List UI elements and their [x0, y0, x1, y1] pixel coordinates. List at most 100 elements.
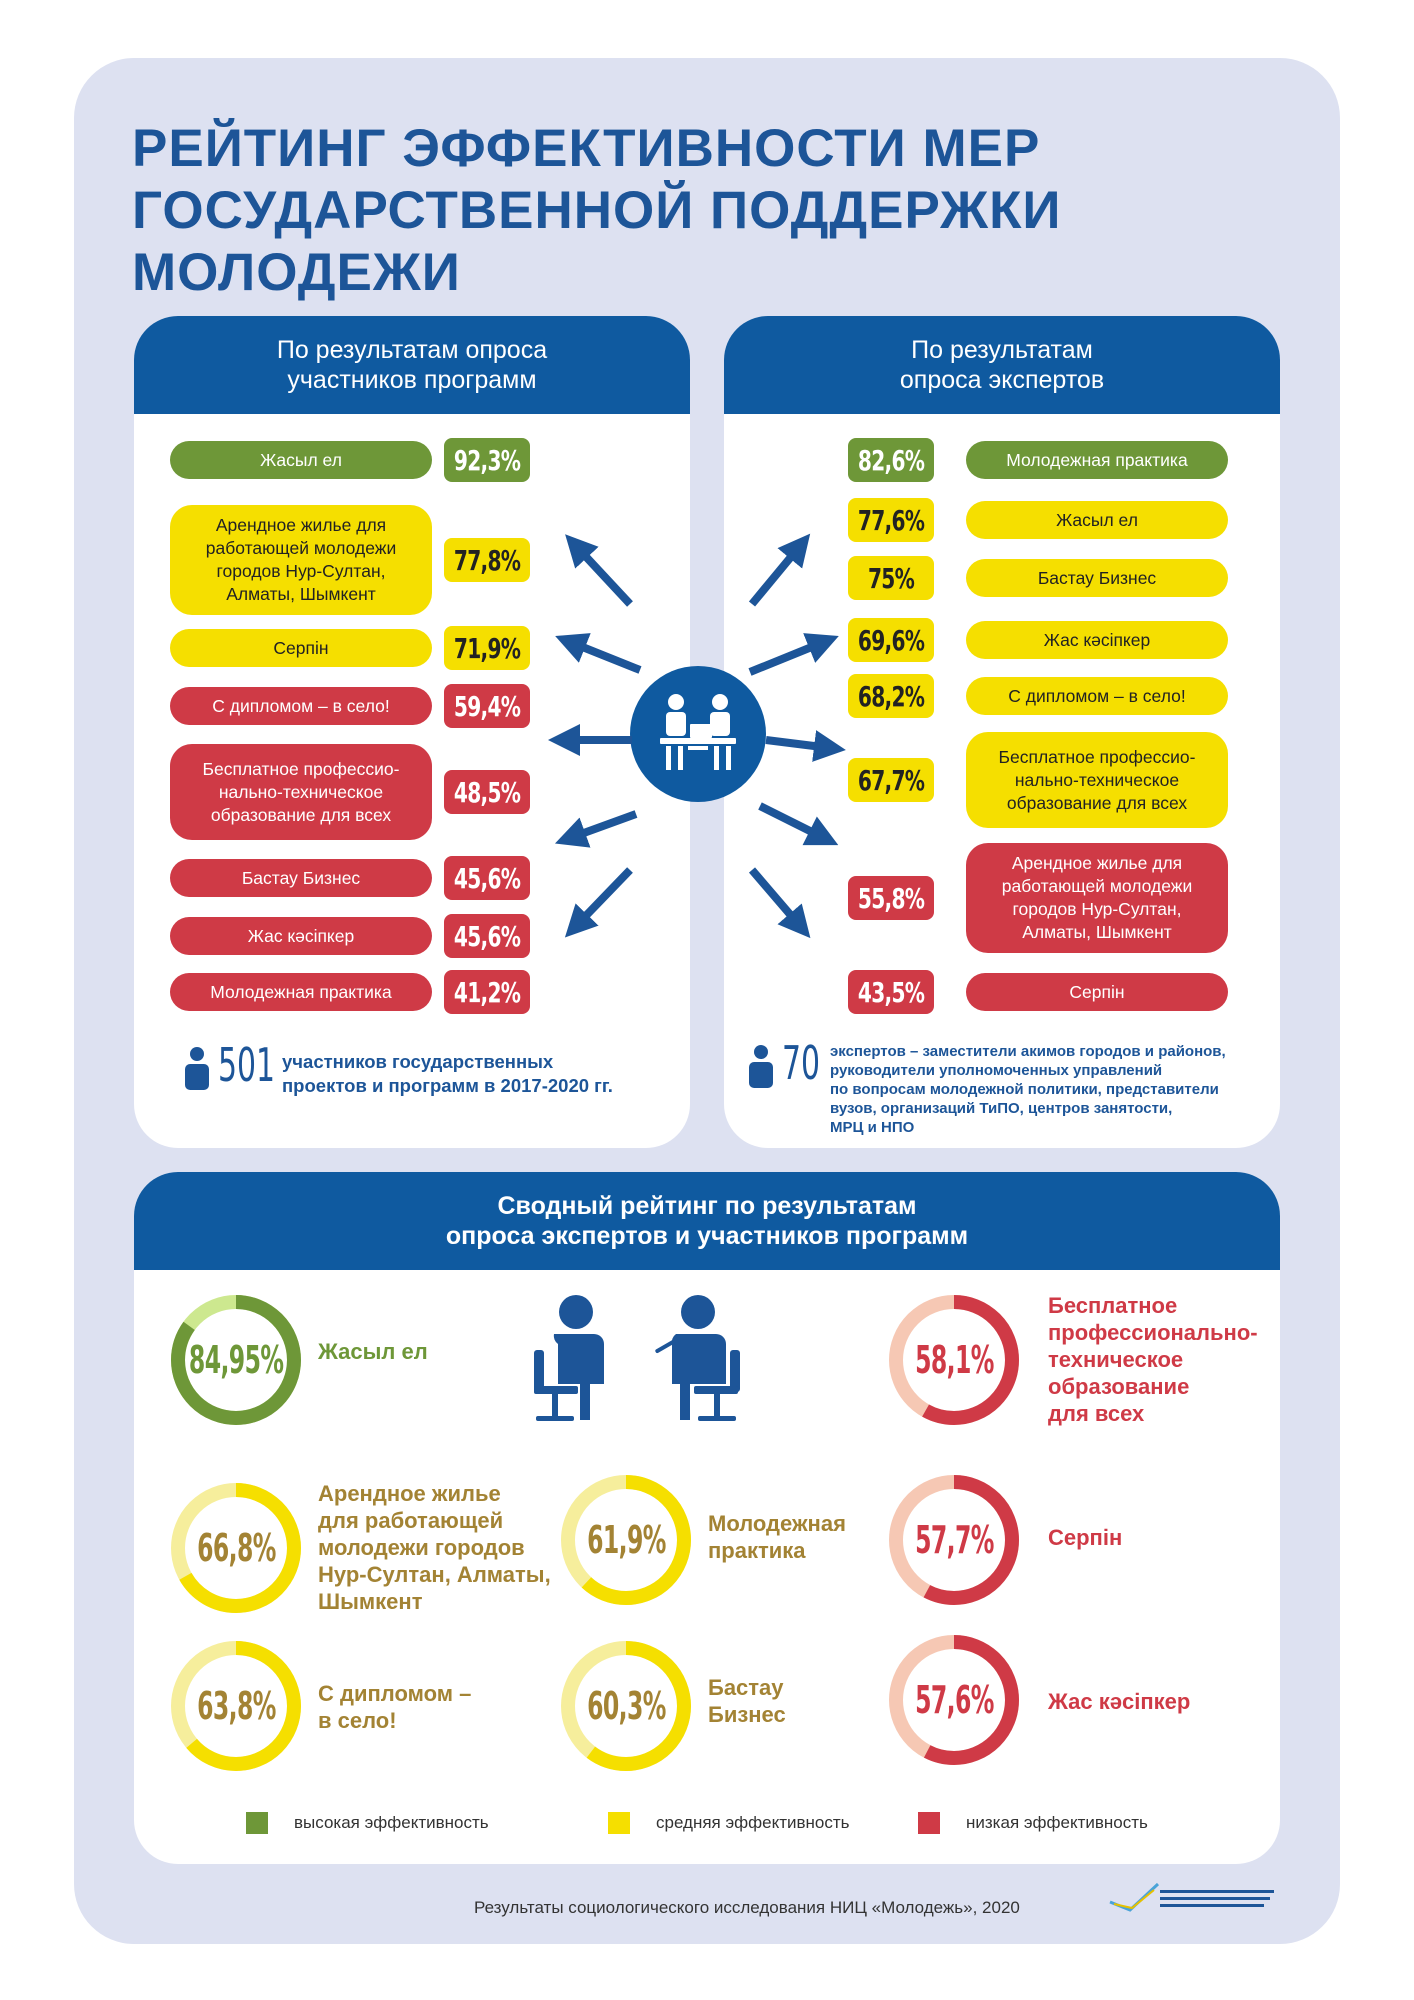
arrow-right-2: [748, 633, 839, 676]
legend-low: низкая эффективность: [918, 1812, 1148, 1834]
meeting-icon: [660, 694, 736, 770]
donut-value-text: 84,95%: [188, 1338, 284, 1382]
donut-label-line: техническое: [1048, 1347, 1184, 1372]
title-line-3: МОЛОДЕЖИ: [132, 243, 461, 302]
participants-header-line-1: По результатам опроса: [276, 336, 548, 364]
experts-note: экспертов – заместители акимов городов и…: [830, 1042, 1226, 1137]
pill-label-line: Арендное жилье для: [215, 515, 387, 535]
pill-label-line: образование для всех: [1006, 792, 1188, 813]
pill-label-line: городов Нур-Султан,: [1012, 899, 1182, 919]
source-footer: Результаты социологического исследования…: [474, 1898, 1020, 1917]
donut-value-label: 60,3%: [558, 1638, 694, 1774]
donut-program-label: Жасыл ел: [318, 1338, 428, 1365]
donut-value-label: 84,95%: [168, 1292, 304, 1428]
arrow-right-5: [748, 867, 811, 939]
donut-program-label: Бесплатное профессионально-техническое обр…: [1048, 1292, 1258, 1427]
arrow-left-5: [564, 867, 633, 938]
expert-program-label: Арендное жилье для работающей молодежи гор…: [966, 843, 1228, 953]
donut-label-line: Бастау: [708, 1675, 784, 1700]
expert-program-label: Молодежная практика: [966, 441, 1228, 479]
value-label: 68,2%: [857, 679, 925, 713]
rating-donut: [889, 1295, 1019, 1425]
pill-label-line: работающей молодежи: [205, 538, 397, 558]
title-line-2: ГОСУДАРСТВЕННОЙ ПОДДЕРЖКИ: [132, 181, 1062, 240]
expert-program-label: С дипломом – в село!: [966, 677, 1228, 715]
donut-label-line: Нур-Султан, Алматы,: [318, 1562, 551, 1587]
value-label: 43,5%: [857, 975, 925, 1009]
donut-value-arc: [561, 1475, 691, 1605]
donut-label-line: профессионально-: [1048, 1320, 1258, 1345]
donut-value-label: 58,1%: [886, 1292, 1022, 1428]
research-center-logo: [1109, 1882, 1274, 1912]
pill-label-line: Молодежная практика: [210, 981, 392, 1002]
expert-rating-value: 75%: [848, 556, 934, 600]
summary-panel-header: Сводный рейтинг по результатам опроса эк…: [134, 1172, 1280, 1270]
value-label: 59,4%: [453, 689, 521, 723]
legend-swatch-yellow: [608, 1812, 630, 1834]
donut-label-line: Бесплатное: [1048, 1293, 1178, 1318]
donut-label-line: Жасыл ел: [318, 1339, 428, 1364]
donut-program-label: Жас кәсіпкер: [1048, 1688, 1190, 1715]
participants-panel-header: По результатам опроса участников програм…: [134, 316, 690, 414]
rating-donut: [171, 1295, 301, 1425]
donut-value-text: 58,1%: [914, 1338, 994, 1382]
arrow-left-4: [554, 810, 638, 848]
meeting-icon-circle: [630, 666, 766, 802]
pill-label-line: Бесплатное профессио-: [998, 746, 1196, 767]
rating-donut: [561, 1641, 691, 1771]
donut-label-line: Жас кәсіпкер: [1048, 1689, 1191, 1714]
donut-value-text: 60,3%: [586, 1684, 666, 1728]
legend-medium: средняя эффективность: [608, 1812, 850, 1834]
rating-donut: [171, 1483, 301, 1613]
donut-label-line: молодежи городов: [318, 1535, 525, 1560]
participant-rating-value: 59,4%: [444, 684, 530, 728]
experts-header-line-1: По результатам: [911, 336, 1093, 364]
rating-donut: [561, 1475, 691, 1605]
page-title: РЕЙТИНГ ЭФФЕКТИВНОСТИ МЕР ГОСУДАРСТВЕННО…: [132, 118, 1232, 304]
value-label: 67,7%: [857, 763, 925, 797]
donut-label-line: Молодежная: [708, 1511, 846, 1536]
value-label: 45,6%: [453, 861, 521, 895]
expert-rating-value: 77,6%: [848, 498, 934, 542]
participant-rating-value: 77,8%: [444, 538, 530, 582]
rating-donut: [171, 1641, 301, 1771]
expert-rating-value: 55,8%: [848, 876, 934, 920]
expert-program-label: Жасыл ел: [966, 501, 1228, 539]
expert-rating-value: 82,6%: [848, 438, 934, 482]
participant-program-label: Арендное жилье для работающей молодежи гор…: [170, 505, 432, 615]
donut-value-arc: [889, 1295, 1019, 1425]
summary-header-line-1: Сводный рейтинг по результатам: [497, 1192, 917, 1220]
participant-program-label: Жас кәсіпкер: [170, 917, 432, 955]
participants-note-line: участников государственных: [282, 1051, 554, 1072]
donut-label-line: Серпін: [1048, 1525, 1123, 1550]
legend-label: низкая эффективность: [966, 1813, 1148, 1832]
participants-note: участников государственных проектов и пр…: [282, 1050, 613, 1098]
expert-program-label: Серпін: [966, 973, 1228, 1011]
donut-value-arc: [561, 1641, 691, 1771]
pill-label-line: Жасыл ел: [260, 449, 342, 470]
participant-program-label: Серпін: [170, 629, 432, 667]
pill-label-line: С дипломом – в село!: [212, 695, 390, 716]
participant-program-label: С дипломом – в село!: [170, 687, 432, 725]
donut-label-line: Шымкент: [318, 1589, 423, 1614]
person-icon: [185, 1047, 209, 1090]
expert-program-label: Бесплатное профессио-нально-техническое о…: [966, 732, 1228, 828]
participant-rating-value: 45,6%: [444, 914, 530, 958]
pill-label-line: Жас кәсіпкер: [247, 925, 355, 946]
summary-panel: Сводный рейтинг по результатам опроса эк…: [134, 1172, 1280, 1864]
expert-rating-value: 69,6%: [848, 618, 934, 662]
expert-rating-value: 67,7%: [848, 758, 934, 802]
donut-program-label: С дипломом – в село!: [318, 1680, 471, 1734]
experts-count: 70: [782, 1036, 821, 1090]
experts-note-line: вузов, организаций ТиПО, центров занятос…: [830, 1100, 1173, 1117]
donut-value-arc: [889, 1635, 1019, 1765]
participant-rating-value: 92,3%: [444, 438, 530, 482]
expert-rating-value: 43,5%: [848, 970, 934, 1014]
pill-label-line: Арендное жилье для: [1011, 853, 1183, 873]
pill-label-line: Серпін: [1069, 981, 1125, 1002]
rating-donut: [889, 1635, 1019, 1765]
pill-label-line: Молодежная практика: [1006, 449, 1188, 470]
arrow-right-3: [765, 730, 846, 762]
expert-program-label: Бастау Бизнес: [966, 559, 1228, 597]
experts-note-line: руководители уполномоченных управлений: [830, 1062, 1163, 1079]
